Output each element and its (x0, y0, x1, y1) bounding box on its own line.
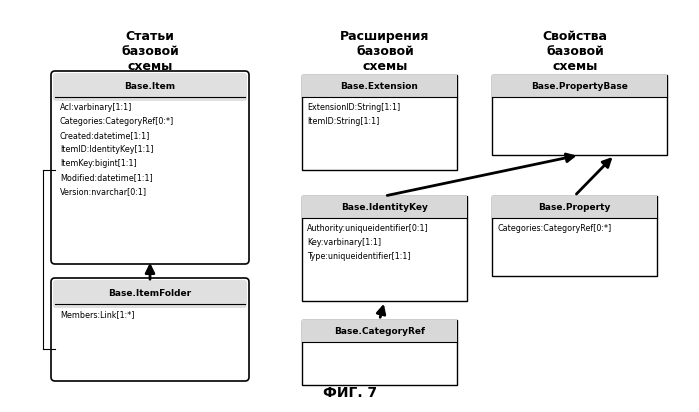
Text: Acl:varbinary[1:1]: Acl:varbinary[1:1] (60, 103, 132, 112)
Text: Base.IdentityKey: Base.IdentityKey (341, 203, 428, 211)
Bar (302, 320, 457, 385)
Text: ItemKey:bigint[1:1]: ItemKey:bigint[1:1] (60, 159, 137, 168)
Text: Base.PropertyBase: Base.PropertyBase (531, 82, 628, 91)
Text: ItemID:IdentityKey[1:1]: ItemID:IdentityKey[1:1] (60, 145, 154, 154)
Text: Version:nvarchar[0:1]: Version:nvarchar[0:1] (60, 187, 147, 196)
Bar (302, 75, 457, 170)
Text: Key:varbinary[1:1]: Key:varbinary[1:1] (307, 238, 381, 247)
FancyBboxPatch shape (51, 71, 249, 264)
Text: Расширения
базовой
схемы: Расширения базовой схемы (340, 30, 430, 73)
FancyBboxPatch shape (51, 278, 249, 381)
Bar (492, 196, 657, 218)
Text: Свойства
базовой
схемы: Свойства базовой схемы (542, 30, 607, 73)
Text: ExtensionID:String[1:1]: ExtensionID:String[1:1] (307, 103, 401, 112)
Text: Created:datetime[1:1]: Created:datetime[1:1] (60, 131, 150, 140)
Bar (302, 320, 457, 342)
Text: Type:uniqueidentifier[1:1]: Type:uniqueidentifier[1:1] (307, 252, 410, 261)
Bar (302, 196, 467, 218)
Text: Base.ItemFolder: Base.ItemFolder (108, 288, 192, 297)
Text: Modified:datetime[1:1]: Modified:datetime[1:1] (60, 173, 153, 182)
Bar (492, 75, 667, 97)
Text: ФИГ. 7: ФИГ. 7 (323, 386, 377, 400)
Text: Base.Extension: Base.Extension (340, 82, 419, 91)
FancyBboxPatch shape (53, 73, 247, 101)
Text: Categories:CategoryRef[0:*]: Categories:CategoryRef[0:*] (60, 117, 174, 126)
Bar (302, 75, 457, 97)
Text: Members:Link[1:*]: Members:Link[1:*] (60, 310, 134, 319)
Text: ItemID:String[1:1]: ItemID:String[1:1] (307, 117, 380, 126)
Bar (492, 75, 667, 155)
Text: Base.Property: Base.Property (538, 203, 611, 211)
Text: Categories:CategoryRef[0:*]: Categories:CategoryRef[0:*] (497, 224, 611, 233)
Text: Статьи
базовой
схемы: Статьи базовой схемы (121, 30, 179, 73)
FancyBboxPatch shape (53, 280, 247, 308)
Bar (492, 196, 657, 276)
Text: Base.CategoryRef: Base.CategoryRef (334, 326, 425, 335)
Text: Base.Item: Base.Item (124, 82, 175, 91)
Text: Authority:uniqueidentifier[0:1]: Authority:uniqueidentifier[0:1] (307, 224, 428, 233)
Bar (302, 196, 467, 301)
